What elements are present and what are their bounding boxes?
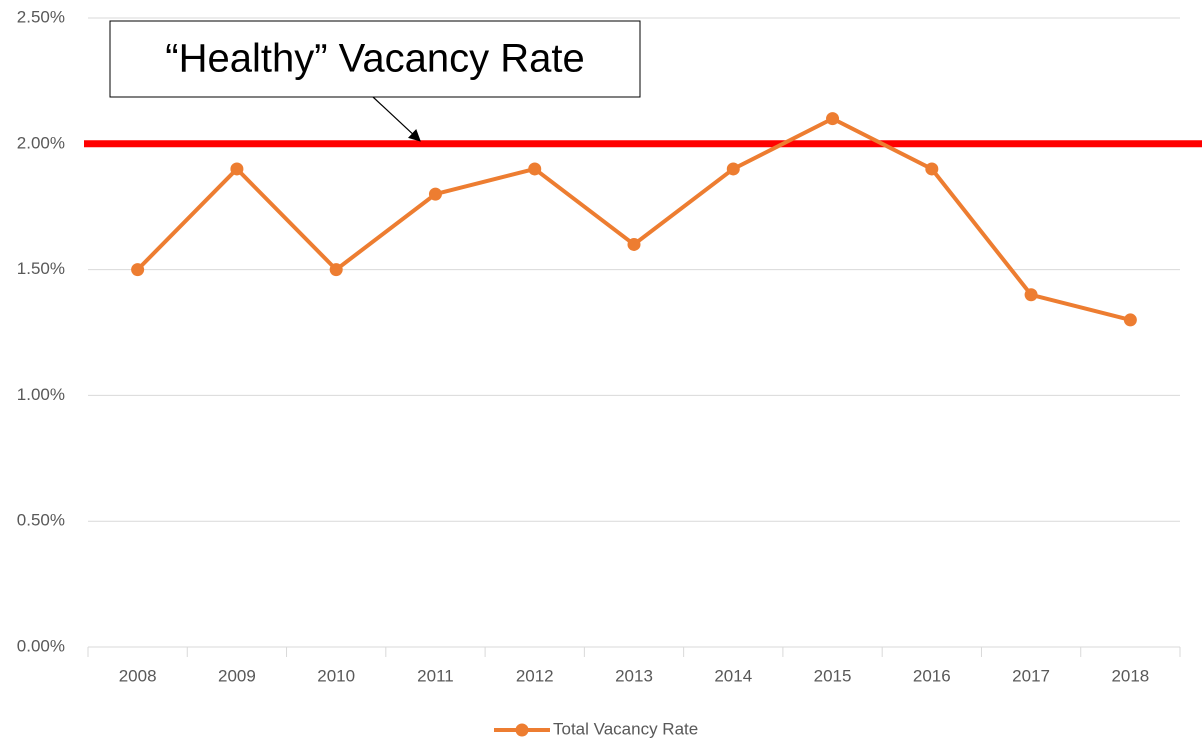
y-tick-label: 2.50% (17, 7, 65, 26)
y-tick-label: 1.00% (17, 385, 65, 404)
data-point (329, 263, 343, 277)
data-point (230, 162, 244, 176)
data-point (1123, 313, 1137, 327)
x-tick-label: 2010 (317, 666, 355, 685)
annotation-arrow (372, 96, 421, 142)
series-line (136, 116, 1131, 322)
x-tick-label: 2008 (119, 666, 157, 685)
x-tick-label: 2014 (714, 666, 752, 685)
y-tick-label: 0.00% (17, 636, 65, 655)
x-tick-label: 2011 (417, 666, 454, 685)
x-tick-label: 2009 (218, 666, 256, 685)
x-tick-label: 2013 (615, 666, 653, 685)
data-point (528, 162, 542, 176)
data-point (1024, 288, 1038, 302)
data-point (627, 237, 641, 251)
data-point (826, 112, 840, 126)
legend-marker (515, 723, 529, 737)
y-tick-label: 2.00% (17, 133, 65, 152)
x-tick-label: 2017 (1012, 666, 1050, 685)
annotation-text: “Healthy” Vacancy Rate (165, 37, 584, 81)
x-tick-label: 2018 (1111, 666, 1149, 685)
data-point (428, 187, 442, 201)
x-tick-label: 2015 (814, 666, 852, 685)
x-tick-label: 2016 (913, 666, 951, 685)
data-point (726, 162, 740, 176)
data-point (131, 263, 145, 277)
legend-label: Total Vacancy Rate (553, 719, 698, 738)
y-tick-label: 0.50% (17, 511, 65, 530)
data-point (925, 162, 939, 176)
y-tick-label: 1.50% (17, 259, 65, 278)
x-tick-label: 2012 (516, 666, 554, 685)
annotation-box (109, 20, 641, 98)
